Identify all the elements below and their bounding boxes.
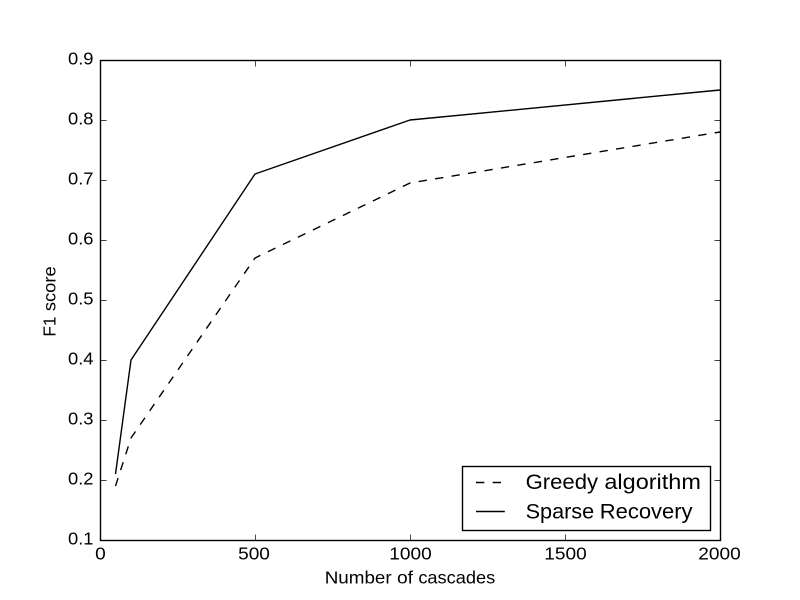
svg-text:F1score: F1score xyxy=(40,266,60,336)
svg-text:500: 500 xyxy=(238,544,270,564)
svg-text:0: 0 xyxy=(95,544,106,564)
svg-text:0.4: 0.4 xyxy=(68,349,94,369)
svg-text:0.8: 0.8 xyxy=(68,109,94,129)
svg-text:0.7: 0.7 xyxy=(68,169,94,189)
svg-text:0.9: 0.9 xyxy=(68,49,94,69)
svg-text:1000: 1000 xyxy=(389,544,432,564)
svg-text:0.5: 0.5 xyxy=(68,289,94,309)
svg-text:0.6: 0.6 xyxy=(68,229,94,249)
svg-text:1500: 1500 xyxy=(544,544,587,564)
svg-text:0.1: 0.1 xyxy=(68,529,94,549)
svg-text:0.2: 0.2 xyxy=(68,469,94,489)
svg-text:2000: 2000 xyxy=(698,544,741,564)
svg-text:0.3: 0.3 xyxy=(68,409,94,429)
